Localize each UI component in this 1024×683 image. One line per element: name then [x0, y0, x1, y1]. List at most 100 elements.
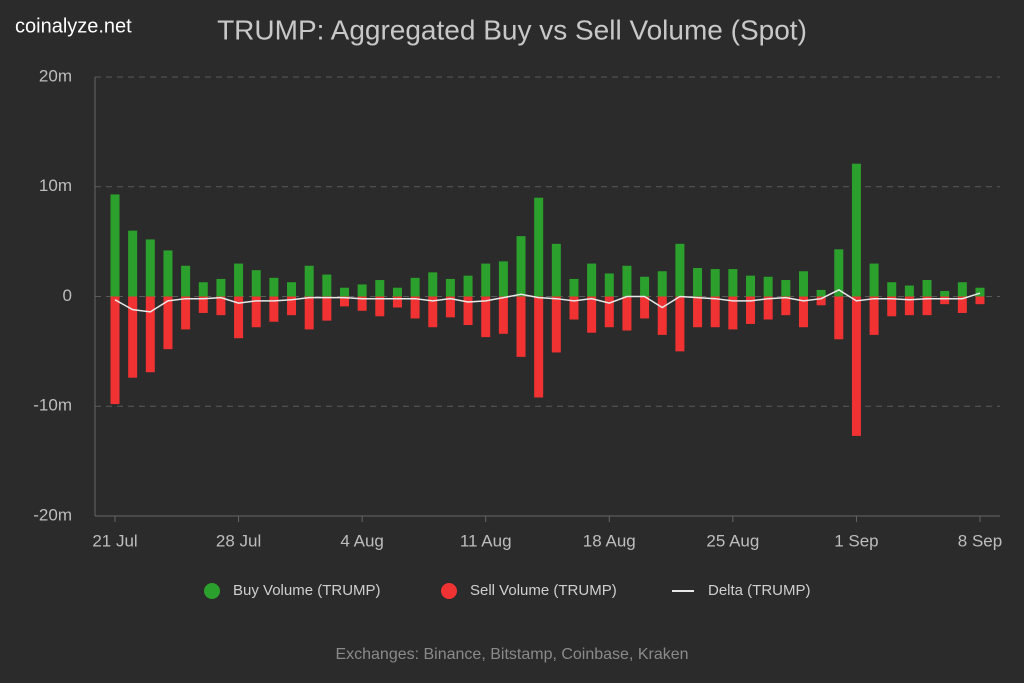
legend-swatch[interactable]	[204, 583, 220, 599]
bar	[851, 163, 861, 297]
bar	[551, 243, 561, 297]
chart-title: TRUMP: Aggregated Buy vs Sell Volume (Sp…	[217, 14, 807, 45]
bar	[339, 287, 349, 297]
bar	[781, 296, 791, 316]
bar	[181, 265, 191, 297]
bar	[834, 249, 844, 297]
bar	[904, 285, 914, 297]
bar	[463, 296, 473, 326]
bar	[604, 273, 614, 297]
bar	[287, 282, 297, 297]
bar	[975, 287, 985, 297]
bar	[287, 296, 297, 316]
bar	[887, 296, 897, 317]
bar	[922, 280, 932, 297]
bar	[957, 296, 967, 313]
bar	[163, 250, 173, 297]
bar	[798, 296, 808, 328]
x-tick-label: 1 Sep	[834, 531, 878, 550]
bar	[728, 296, 738, 330]
bar	[534, 197, 544, 297]
bar	[375, 296, 385, 317]
bar	[181, 296, 191, 330]
bar	[498, 261, 508, 297]
delta-line	[114, 289, 981, 313]
bar	[834, 296, 844, 340]
bar	[816, 289, 826, 297]
bar	[622, 296, 632, 331]
bar	[798, 271, 808, 297]
bar	[216, 278, 226, 297]
bar	[463, 275, 473, 297]
bar	[357, 296, 367, 311]
bar	[516, 296, 526, 357]
legend-label[interactable]: Buy Volume (TRUMP)	[233, 582, 381, 599]
bar	[569, 278, 579, 297]
x-tick-label: 21 Jul	[92, 531, 137, 550]
bar	[551, 296, 561, 353]
bar	[410, 277, 420, 297]
bar	[428, 296, 438, 328]
bar	[128, 296, 138, 378]
bar	[763, 276, 773, 297]
bar	[357, 284, 367, 297]
bar	[746, 275, 756, 297]
bar	[198, 296, 208, 313]
x-tick-label: 25 Aug	[706, 531, 759, 550]
legend-label[interactable]: Sell Volume (TRUMP)	[470, 582, 617, 599]
bar	[640, 296, 650, 319]
bar	[322, 274, 332, 297]
bar	[869, 263, 879, 297]
bar	[851, 296, 861, 436]
source-note: Exchanges: Binance, Bitstamp, Coinbase, …	[335, 646, 688, 663]
bar	[304, 265, 314, 297]
bar	[657, 296, 667, 335]
y-tick-label: 10m	[39, 176, 72, 195]
legend-swatch[interactable]	[441, 583, 457, 599]
bar	[516, 236, 526, 297]
x-tick-label: 11 Aug	[460, 531, 512, 550]
bar	[163, 296, 173, 350]
bar	[975, 296, 985, 305]
bar	[728, 269, 738, 297]
y-tick-label: 20m	[39, 66, 72, 85]
bar	[746, 296, 756, 324]
bar	[710, 296, 720, 328]
bar	[904, 296, 914, 316]
bar	[392, 287, 402, 297]
bar	[392, 296, 402, 308]
bar	[587, 296, 597, 333]
bar	[304, 296, 314, 330]
bar	[322, 296, 332, 321]
bar	[569, 296, 579, 320]
bar	[940, 296, 950, 305]
bar	[145, 296, 155, 373]
bar	[869, 296, 879, 335]
legend-label[interactable]: Delta (TRUMP)	[708, 582, 811, 599]
bar	[234, 296, 244, 339]
x-tick-label: 28 Jul	[216, 531, 261, 550]
bar	[693, 267, 703, 297]
bar	[251, 296, 261, 328]
bar	[763, 296, 773, 320]
bar	[887, 282, 897, 297]
bar	[339, 296, 349, 307]
bar	[110, 194, 120, 297]
bar	[445, 278, 455, 297]
bar	[710, 269, 720, 297]
bar	[816, 296, 826, 306]
y-tick-label: -20m	[33, 505, 72, 524]
bar	[675, 296, 685, 352]
bar	[481, 296, 491, 338]
bar	[781, 280, 791, 297]
bar	[269, 277, 279, 297]
bar	[445, 296, 455, 318]
y-tick-label: 0	[63, 286, 72, 305]
bar	[269, 296, 279, 322]
bar	[410, 296, 420, 319]
bar	[940, 291, 950, 297]
bar	[675, 243, 685, 297]
bar	[657, 271, 667, 297]
bar	[145, 239, 155, 297]
